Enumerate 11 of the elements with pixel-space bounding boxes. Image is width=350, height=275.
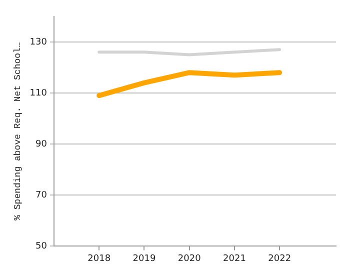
- y-tick-label: 110: [30, 88, 48, 98]
- x-tick-label: 2019: [132, 254, 156, 264]
- y-axis-title: % Spending above Req. Net School…: [12, 42, 23, 220]
- x-tick-label: 2018: [88, 254, 111, 264]
- x-tick-label: 2021: [223, 254, 246, 264]
- y-tick-label: 90: [36, 139, 48, 150]
- y-tick-label: 70: [36, 190, 48, 200]
- y-tick-label: 50: [36, 242, 48, 252]
- x-tick-label: 2022: [268, 254, 292, 264]
- y-tick-label: 130: [30, 37, 48, 48]
- x-tick-label: 2020: [178, 254, 202, 264]
